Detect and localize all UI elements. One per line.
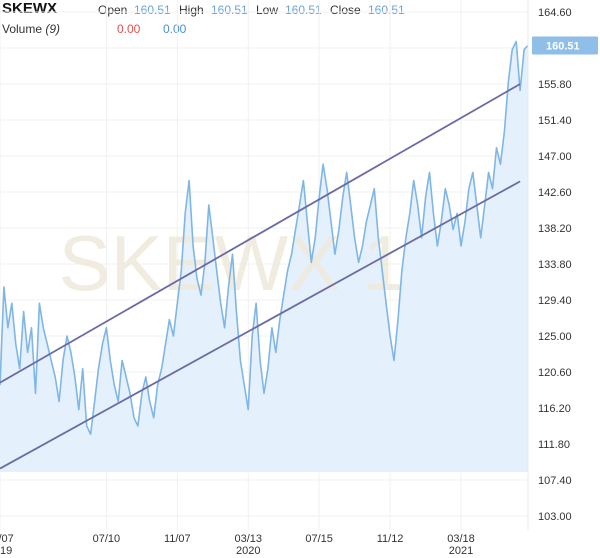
y-tick-label: 129.40 (538, 295, 572, 307)
y-tick-label: 107.40 (538, 475, 572, 487)
y-tick-label: 138.20 (538, 223, 572, 235)
x-tick-label: 01/07 (0, 533, 14, 545)
y-tick-label: 155.80 (538, 79, 572, 91)
price-line[interactable] (0, 40, 529, 435)
open-label: Open (98, 3, 128, 17)
x-tick-year-label: 2019 (0, 545, 12, 557)
close-value: 160.51 (368, 3, 405, 17)
y-tick-label: 125.00 (538, 331, 572, 343)
volume-period: (9) (45, 22, 61, 36)
x-tick-label: 07/15 (305, 533, 333, 545)
y-tick-label: 147.00 (538, 151, 572, 163)
y-tick-label: 133.80 (538, 259, 572, 271)
x-tick-year-label: 2021 (449, 545, 473, 557)
x-tick-label: 07/10 (93, 533, 121, 545)
x-tick-label: 11/12 (377, 533, 404, 545)
y-tick-label: 116.20 (538, 403, 571, 415)
price-area (0, 41, 528, 472)
close-label: Close (330, 3, 361, 17)
high-value: 160.51 (211, 3, 248, 17)
symbol-title: SKEWX (2, 0, 58, 17)
volume-value-2: 0.00 (163, 22, 187, 36)
volume-value-1: 0.00 (117, 22, 141, 36)
y-tick-label: 120.60 (538, 367, 572, 379)
last-price-label: 160.51 (546, 40, 580, 52)
y-tick-label: 164.60 (538, 7, 572, 19)
x-tick-label: 11/07 (164, 533, 191, 545)
x-tick-label: 03/13 (234, 533, 262, 545)
y-tick-label: 111.80 (538, 439, 570, 451)
channel-line-lower[interactable] (0, 180, 521, 470)
quote-header: SKEWX Open 160.51 High 160.51 Low 160.51… (0, 0, 600, 40)
low-label: Low (256, 3, 279, 17)
high-label: High (179, 3, 204, 17)
volume-label: Volume (9) (2, 22, 61, 36)
last-price-badge (532, 36, 598, 55)
y-tick-label: 103.00 (538, 511, 572, 523)
x-tick-label: 03/18 (447, 533, 475, 545)
y-tick-label: 142.60 (538, 187, 572, 199)
x-tick-year-label: 2020 (236, 545, 260, 557)
y-tick-label: 151.40 (538, 115, 572, 127)
low-value: 160.51 (285, 3, 322, 17)
channel-line-upper[interactable] (0, 83, 521, 384)
open-value: 160.51 (134, 3, 171, 17)
